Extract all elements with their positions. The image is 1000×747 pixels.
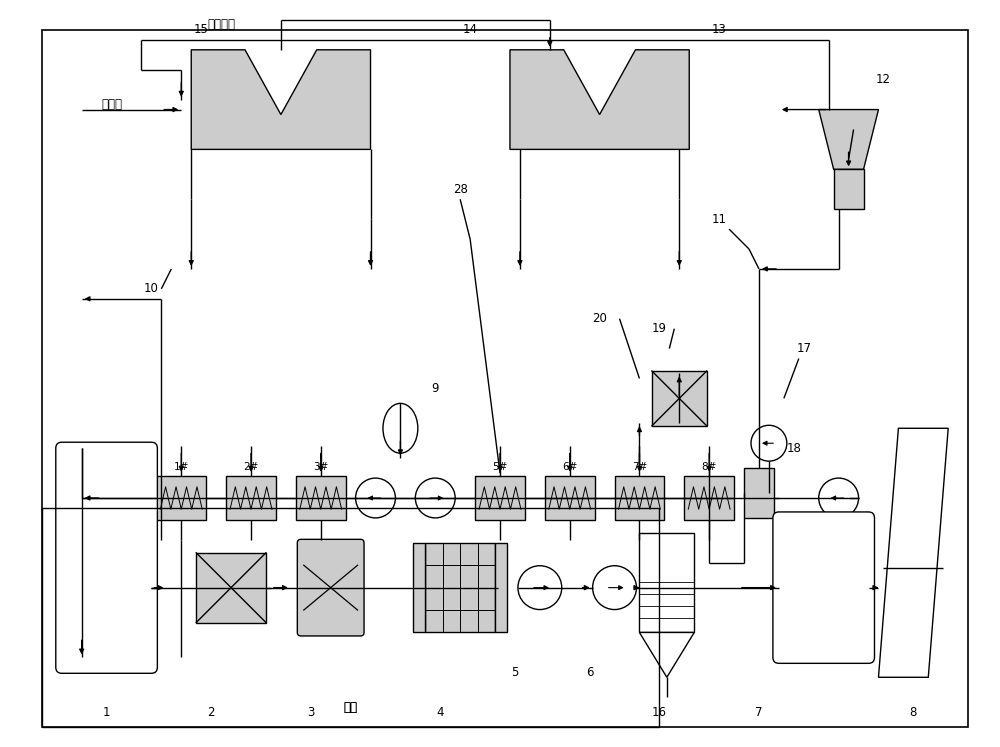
Text: 9: 9 xyxy=(432,382,439,395)
Text: 3: 3 xyxy=(307,706,314,719)
Bar xyxy=(744,468,774,518)
Text: 3#: 3# xyxy=(313,462,328,471)
Bar xyxy=(226,476,276,521)
Text: 8: 8 xyxy=(910,706,917,719)
FancyBboxPatch shape xyxy=(297,539,364,636)
Text: 28: 28 xyxy=(453,183,468,196)
Bar xyxy=(296,476,346,521)
Polygon shape xyxy=(191,50,371,149)
Text: 17: 17 xyxy=(796,342,811,355)
Polygon shape xyxy=(639,633,694,678)
Ellipse shape xyxy=(383,403,418,453)
Text: 10: 10 xyxy=(144,282,159,295)
Text: 6: 6 xyxy=(586,666,593,679)
Text: 5: 5 xyxy=(511,666,519,679)
Bar xyxy=(425,543,495,633)
Polygon shape xyxy=(878,428,948,678)
Text: 15: 15 xyxy=(194,23,209,37)
Polygon shape xyxy=(819,110,878,170)
Circle shape xyxy=(593,565,636,610)
Text: 1#: 1# xyxy=(174,462,189,471)
Polygon shape xyxy=(510,50,689,149)
Text: 11: 11 xyxy=(712,213,727,226)
Bar xyxy=(413,543,425,633)
Circle shape xyxy=(356,478,395,518)
Text: 20: 20 xyxy=(592,312,607,325)
Text: 新蒸汽: 新蒸汽 xyxy=(101,98,122,111)
Bar xyxy=(684,476,734,521)
Text: 14: 14 xyxy=(463,23,478,37)
Text: 空气: 空气 xyxy=(344,701,358,713)
Text: 18: 18 xyxy=(786,441,801,455)
Text: 空气: 空气 xyxy=(344,701,358,713)
FancyBboxPatch shape xyxy=(56,442,157,673)
Bar xyxy=(615,476,664,521)
Bar xyxy=(639,533,694,633)
Bar xyxy=(475,476,525,521)
Bar xyxy=(834,170,864,209)
Text: 1: 1 xyxy=(103,706,110,719)
Text: 8#: 8# xyxy=(701,462,717,471)
Text: 2#: 2# xyxy=(243,462,259,471)
Text: 4: 4 xyxy=(436,706,444,719)
Text: 16: 16 xyxy=(652,706,667,719)
Bar xyxy=(156,476,206,521)
Text: 6#: 6# xyxy=(562,462,577,471)
Circle shape xyxy=(751,425,787,461)
Text: 7: 7 xyxy=(755,706,763,719)
Circle shape xyxy=(518,565,562,610)
Text: 7#: 7# xyxy=(632,462,647,471)
Bar xyxy=(196,553,266,622)
Text: 2: 2 xyxy=(207,706,215,719)
Text: 5#: 5# xyxy=(492,462,508,471)
FancyBboxPatch shape xyxy=(773,512,874,663)
Text: 12: 12 xyxy=(876,73,891,86)
Circle shape xyxy=(819,478,859,518)
Bar xyxy=(495,543,507,633)
Text: 再热蒸汽: 再热蒸汽 xyxy=(207,19,235,31)
Text: 19: 19 xyxy=(652,322,667,335)
Text: 13: 13 xyxy=(712,23,727,37)
Bar xyxy=(652,371,707,426)
Bar xyxy=(42,508,659,727)
Bar xyxy=(545,476,595,521)
Circle shape xyxy=(415,478,455,518)
